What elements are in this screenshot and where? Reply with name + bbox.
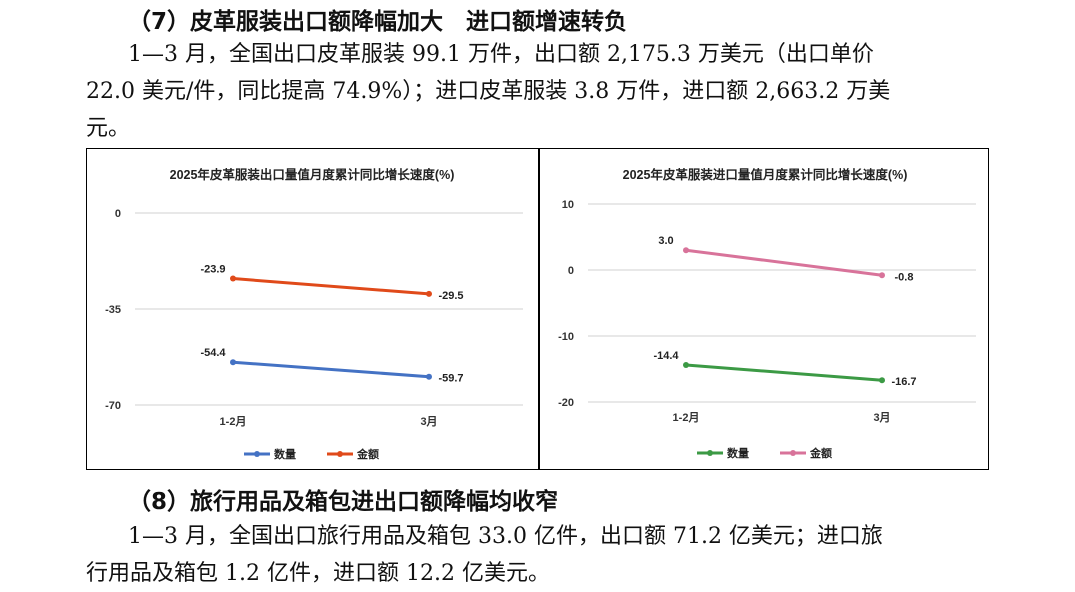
legend-marker (337, 451, 343, 457)
data-label: -54.4 (200, 347, 226, 359)
series-line (232, 360, 430, 379)
data-point (230, 359, 236, 366)
import-chart: 2025年皮革服装进口量值月度累计同比增长速度(%) 10 0 -10 -20 1-2月 3… (558, 167, 976, 460)
section7-line2: 22.0 美元/件，同比提高 74.9%）；进口皮革服装 3.8 万件，进口额 … (86, 79, 891, 104)
section8-line2: 行用品及箱包 1.2 亿件，进口额 12.2 亿美元。 (86, 561, 550, 586)
data-label: 3.0 (658, 235, 673, 247)
data-point (879, 272, 885, 279)
y-tick-label: -10 (558, 331, 574, 343)
y-tick-label: 10 (562, 199, 574, 211)
data-label: -29.5 (438, 290, 463, 302)
series-line (685, 363, 883, 382)
y-tick-label: 0 (115, 208, 121, 220)
y-tick-label: -35 (105, 304, 121, 316)
x-tick-label: 3月 (420, 415, 437, 428)
data-point (426, 290, 432, 297)
legend-label: 金额 (809, 446, 832, 460)
data-point (230, 275, 236, 282)
x-tick-label: 1-2月 (220, 415, 247, 428)
chart-divider (538, 149, 540, 469)
section8-paragraph: 1—3 月，全国出口旅行用品及箱包 33.0 亿件，出口额 71.2 亿美元；进… (86, 518, 996, 592)
section7-heading: （7）皮革服装出口额降幅加大 进口额增速转负 (128, 9, 628, 35)
section7-line3: 元。 (86, 116, 131, 141)
charts-container: 2025年皮革服装出口量值月度累计同比增长速度(%) 0 -35 -70 1-2月 3月 -… (86, 148, 989, 470)
legend-label: 数量 (727, 446, 749, 460)
section8-heading: （8）旅行用品及箱包进出口额降幅均收窄 (128, 489, 559, 515)
series-line (232, 277, 430, 296)
data-label: -23.9 (200, 264, 225, 276)
x-tick-label: 1-2月 (673, 411, 700, 424)
chart-title: 2025年皮革服装进口量值月度累计同比增长速度(%) (623, 167, 908, 182)
chart-title: 2025年皮革服装出口量值月度累计同比增长速度(%) (170, 167, 455, 182)
y-tick-label: -70 (105, 400, 121, 412)
data-label: -59.7 (438, 373, 463, 385)
data-label: -14.4 (653, 350, 679, 362)
data-point (879, 377, 885, 384)
data-point (426, 373, 432, 380)
section7-line1: 1—3 月，全国出口皮革服装 99.1 万件，出口额 2,175.3 万美元（出… (128, 42, 874, 67)
x-tick-label: 3月 (873, 411, 890, 424)
data-label: -16.7 (891, 376, 916, 388)
data-label: -0.8 (895, 271, 914, 283)
section8-line1: 1—3 月，全国出口旅行用品及箱包 33.0 亿件，出口额 71.2 亿美元；进… (128, 524, 883, 549)
export-chart: 2025年皮革服装出口量值月度累计同比增长速度(%) 0 -35 -70 1-2月 3月 -… (105, 167, 523, 461)
y-tick-label: -20 (558, 397, 574, 409)
legend-label: 数量 (274, 447, 296, 461)
legend-marker (790, 450, 796, 456)
legend-marker (254, 451, 260, 457)
y-tick-label: 0 (568, 265, 574, 277)
legend-marker (707, 450, 713, 456)
data-point (683, 362, 689, 369)
data-point (683, 247, 689, 254)
series-line (685, 248, 883, 277)
section7-paragraph: 1—3 月，全国出口皮革服装 99.1 万件，出口额 2,175.3 万美元（出… (86, 36, 996, 147)
legend-label: 金额 (356, 447, 379, 461)
